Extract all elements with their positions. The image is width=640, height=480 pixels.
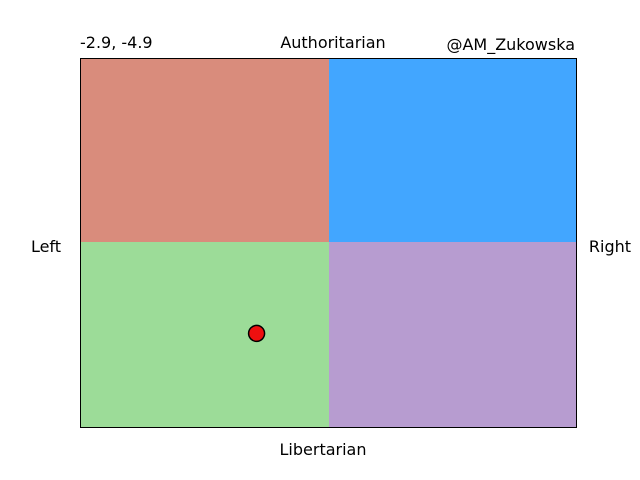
quadrant-libertarian-right bbox=[329, 242, 577, 428]
plot-frame bbox=[80, 58, 577, 428]
right-axis-label: Right bbox=[589, 237, 631, 256]
quadrant-libertarian-left bbox=[80, 242, 329, 428]
top-axis-label: Authoritarian bbox=[280, 33, 385, 52]
bottom-axis-label: Libertarian bbox=[280, 440, 367, 459]
quadrant-group bbox=[80, 58, 577, 428]
coords-label: -2.9, -4.9 bbox=[80, 33, 153, 52]
data-point bbox=[247, 324, 266, 343]
credit-label: @AM_Zukowska bbox=[446, 35, 575, 55]
quadrant-authoritarian-left bbox=[80, 58, 329, 242]
point-group bbox=[247, 324, 266, 343]
quadrant-authoritarian-right bbox=[329, 58, 577, 242]
left-axis-label: Left bbox=[31, 237, 61, 256]
